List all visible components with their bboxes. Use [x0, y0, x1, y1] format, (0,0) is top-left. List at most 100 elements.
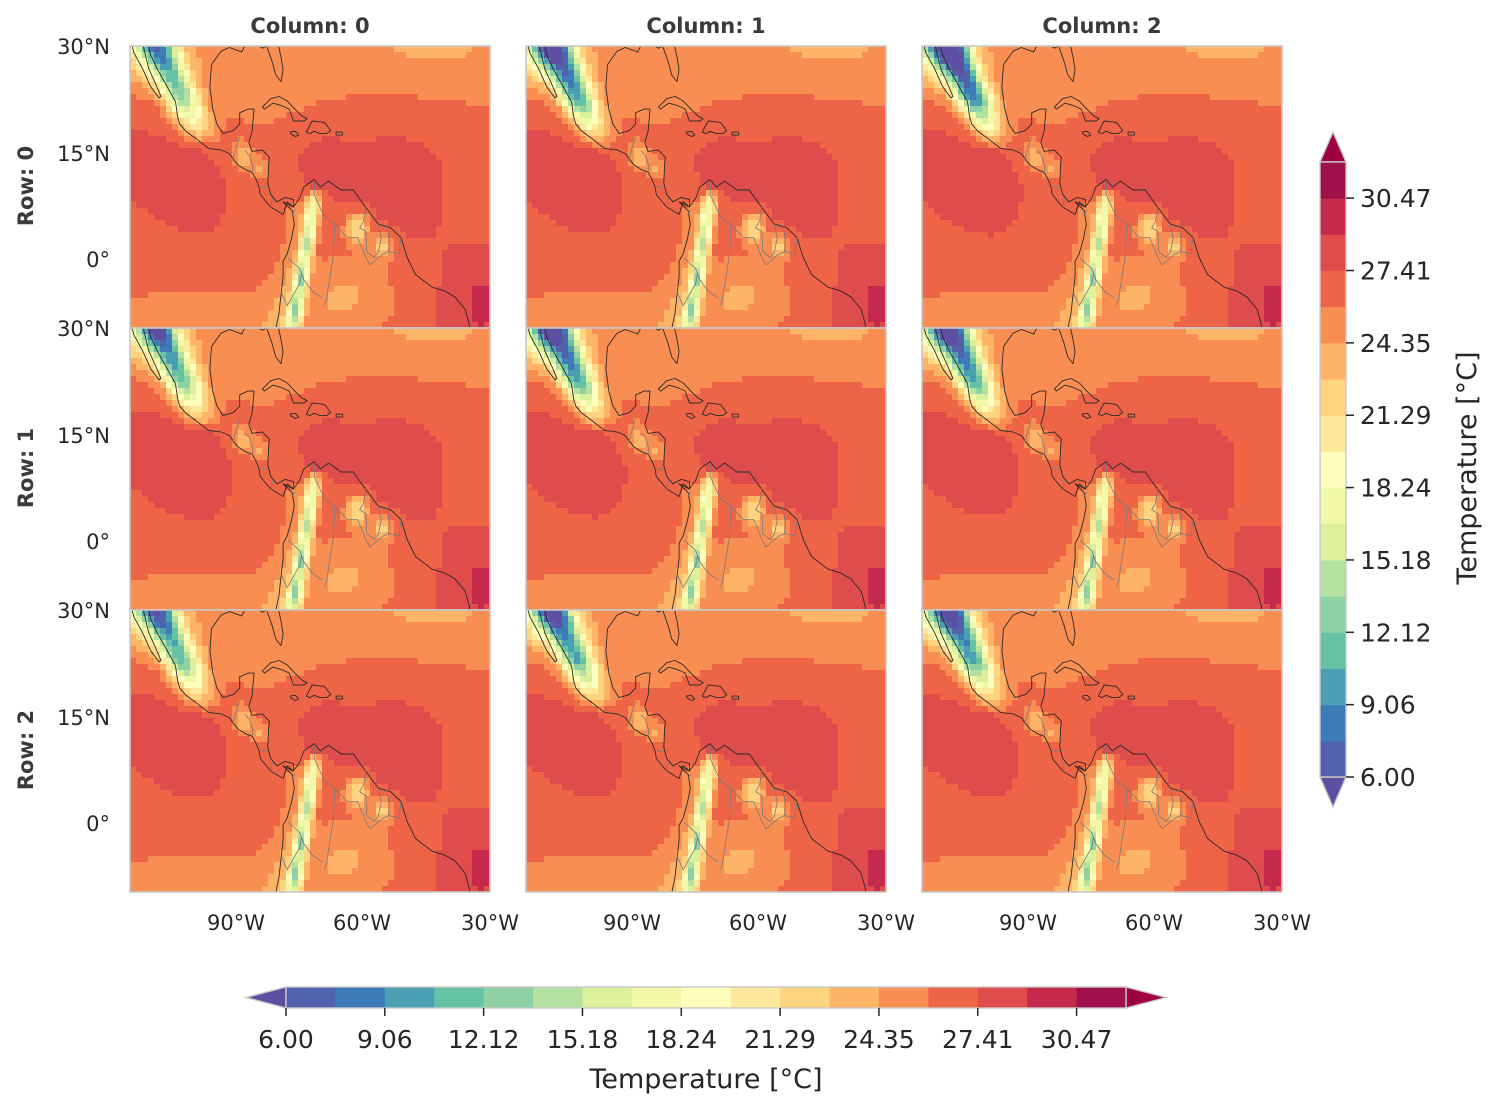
border-line	[1024, 136, 1033, 162]
border-line	[359, 487, 382, 541]
lat-label-0-row1: 0°	[86, 530, 110, 554]
column-title-2: Column: 2	[1042, 14, 1161, 38]
colorbar-extend-min	[243, 986, 287, 1009]
lon-label-60w-col1: 60°W	[729, 911, 787, 935]
map-panels	[129, 45, 1283, 893]
border-line	[1062, 762, 1065, 772]
colorbar-band	[582, 987, 633, 1008]
border-line	[1051, 467, 1060, 471]
country-borders	[232, 700, 402, 871]
border-line	[666, 762, 669, 772]
lon-label-90w-col2: 90°W	[999, 911, 1057, 935]
lon-label-60w-col2: 60°W	[1125, 911, 1183, 935]
colorbar-tick-label: 15.18	[547, 1025, 619, 1054]
coastline	[1097, 402, 1124, 417]
country-borders	[1024, 700, 1194, 871]
border-line	[244, 432, 254, 455]
border-line	[334, 223, 402, 266]
border-line	[1024, 700, 1033, 726]
border-line	[640, 432, 650, 455]
coastline	[657, 378, 704, 404]
border-line	[1126, 787, 1194, 830]
colorbar-tick-label: 24.35	[843, 1025, 915, 1054]
lon-label-90w-col1: 90°W	[603, 911, 661, 935]
colorbar-band	[1320, 559, 1346, 597]
border-line	[1051, 185, 1060, 189]
coastline	[685, 412, 696, 419]
colorbar-band	[631, 987, 682, 1008]
border-line	[782, 506, 786, 534]
border-line	[628, 700, 637, 726]
border-line	[640, 714, 650, 737]
colorbar-band	[533, 987, 583, 1008]
colorbar-tick-label: 15.18	[1360, 546, 1432, 575]
border-line	[755, 769, 778, 823]
colorbar-band	[1027, 987, 1078, 1008]
map-panel-row1-col2	[922, 328, 1282, 610]
colorbar-band	[335, 987, 386, 1008]
border-line	[287, 539, 323, 581]
border-line	[1151, 769, 1174, 823]
border-line	[1073, 272, 1095, 307]
lon-label-30w-col2: 30°W	[1253, 911, 1311, 935]
border-line	[386, 506, 390, 534]
border-line	[1036, 714, 1046, 737]
colorbar-tick-label: 30.47	[1041, 1025, 1113, 1054]
colorbar-band	[1320, 740, 1346, 778]
border-line	[782, 788, 786, 816]
coastline	[731, 131, 740, 136]
border-line	[677, 272, 699, 307]
border-line	[683, 821, 719, 863]
coastline	[657, 660, 704, 686]
coastline	[1127, 413, 1136, 418]
colorbar-band	[780, 987, 831, 1008]
lon-label-90w-col0: 90°W	[207, 911, 265, 935]
border-line	[655, 749, 664, 753]
colorbar-extend-max	[1318, 130, 1348, 163]
coastline	[335, 413, 344, 418]
coastline	[1081, 130, 1092, 137]
colorbar-band	[1320, 306, 1346, 344]
temperature-field	[526, 610, 886, 892]
colorbar-band	[1320, 596, 1346, 633]
coastline	[289, 412, 300, 419]
colorbar-tick-label: 21.29	[744, 1025, 816, 1054]
border-line	[1024, 418, 1033, 444]
lat-label-30n-row2: 30°N	[57, 599, 110, 623]
colorbar-vertical: 6.00 9.06 12.12 15.18 18.24 21.29 24.35 27.41 30…	[1318, 130, 1432, 809]
coastline	[275, 179, 470, 328]
panel-frame	[921, 609, 1283, 893]
country-borders	[1024, 418, 1194, 589]
border-line	[1083, 491, 1088, 497]
coastline	[1097, 684, 1124, 699]
border-line	[291, 491, 296, 497]
coastline	[261, 96, 308, 122]
border-line	[687, 773, 692, 779]
coastline	[335, 131, 344, 136]
border-line	[1083, 209, 1088, 215]
colorbar-band	[1320, 162, 1346, 199]
colorbar-frame	[285, 986, 1127, 1009]
temperature-field	[922, 610, 1282, 892]
border-line	[334, 787, 402, 830]
border-line	[1079, 539, 1115, 581]
coastline	[685, 694, 696, 701]
lon-label-60w-col0: 60°W	[333, 911, 391, 935]
coastline	[1067, 461, 1262, 610]
border-line	[287, 821, 323, 863]
border-line	[1073, 554, 1095, 589]
border-line	[281, 554, 303, 589]
map-panel-row0-col0	[130, 46, 490, 328]
colorbar-tick-label: 21.29	[1360, 401, 1432, 430]
border-line	[1062, 198, 1065, 208]
coastline	[1097, 120, 1124, 135]
border-line	[683, 539, 719, 581]
border-line	[386, 788, 390, 816]
country-borders	[628, 700, 798, 871]
coastline	[1053, 378, 1100, 404]
lat-label-0-row2: 0°	[86, 812, 110, 836]
coastline	[1081, 694, 1092, 701]
colorbar-tick-label: 12.12	[448, 1025, 520, 1054]
border-line	[730, 505, 798, 548]
